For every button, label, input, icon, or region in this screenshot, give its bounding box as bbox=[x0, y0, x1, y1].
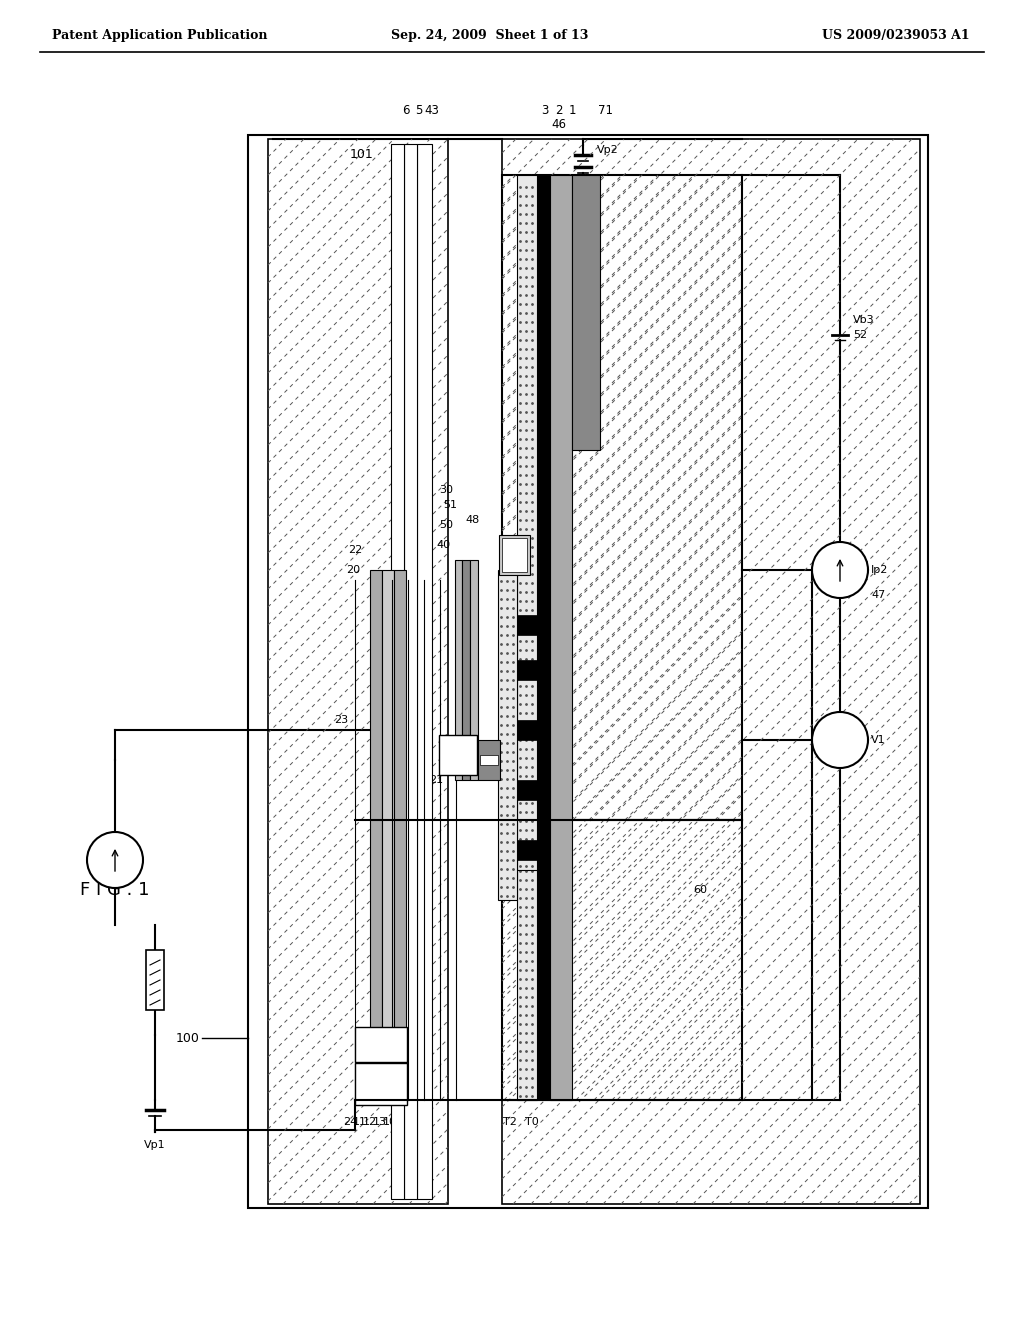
Text: 1: 1 bbox=[568, 103, 575, 116]
Text: Ip2: Ip2 bbox=[833, 565, 848, 576]
Bar bbox=[550, 176, 572, 1100]
Text: 71: 71 bbox=[598, 103, 613, 116]
Bar bbox=[502, 820, 742, 1100]
Bar bbox=[382, 570, 394, 1090]
Text: Patent Application Publication: Patent Application Publication bbox=[52, 29, 267, 41]
Bar bbox=[478, 741, 500, 780]
Text: 12: 12 bbox=[362, 1117, 377, 1127]
Bar bbox=[517, 840, 537, 861]
Text: V1: V1 bbox=[871, 735, 886, 744]
Bar bbox=[391, 144, 404, 1199]
Bar bbox=[502, 176, 742, 820]
Bar bbox=[455, 560, 462, 780]
Text: 20: 20 bbox=[346, 565, 360, 576]
Text: Sep. 24, 2009  Sheet 1 of 13: Sep. 24, 2009 Sheet 1 of 13 bbox=[391, 29, 589, 41]
Bar bbox=[417, 144, 432, 1199]
Text: 52: 52 bbox=[853, 330, 867, 341]
Text: 3: 3 bbox=[542, 103, 549, 116]
Bar bbox=[248, 135, 928, 1208]
Text: 60: 60 bbox=[693, 884, 707, 895]
Text: 46: 46 bbox=[551, 119, 566, 132]
Text: 47: 47 bbox=[871, 590, 886, 601]
Text: 42: 42 bbox=[512, 744, 526, 755]
Text: 45: 45 bbox=[444, 755, 459, 766]
Text: 21: 21 bbox=[429, 775, 443, 785]
Bar bbox=[517, 624, 537, 870]
Text: 100: 100 bbox=[176, 1031, 200, 1044]
Bar bbox=[502, 539, 527, 572]
Bar bbox=[499, 535, 530, 576]
Text: V1: V1 bbox=[833, 735, 847, 744]
Text: Vp2: Vp2 bbox=[597, 145, 618, 154]
Text: 13: 13 bbox=[373, 1117, 387, 1127]
Text: Ip2: Ip2 bbox=[871, 565, 889, 576]
Bar bbox=[517, 660, 537, 680]
Text: 40: 40 bbox=[437, 540, 451, 550]
Bar bbox=[355, 1027, 407, 1063]
Bar bbox=[470, 560, 478, 780]
Text: 23: 23 bbox=[334, 715, 348, 725]
Text: 48: 48 bbox=[466, 515, 480, 525]
Bar bbox=[404, 144, 417, 1199]
Text: 41: 41 bbox=[555, 535, 569, 545]
Text: 43: 43 bbox=[425, 103, 439, 116]
Bar bbox=[537, 176, 550, 1100]
Bar bbox=[517, 176, 537, 1100]
Text: F I G . 1: F I G . 1 bbox=[80, 880, 150, 899]
Bar bbox=[517, 719, 537, 741]
Text: 24: 24 bbox=[343, 1117, 357, 1127]
Text: 22: 22 bbox=[348, 545, 362, 554]
Bar bbox=[394, 570, 406, 1090]
Text: 30: 30 bbox=[439, 484, 453, 495]
Text: 44: 44 bbox=[481, 755, 496, 766]
Text: 2: 2 bbox=[555, 103, 563, 116]
Text: 6: 6 bbox=[402, 103, 410, 116]
Bar bbox=[498, 570, 517, 900]
Bar bbox=[572, 176, 600, 450]
Circle shape bbox=[812, 711, 868, 768]
Text: 4: 4 bbox=[403, 1117, 411, 1127]
Bar bbox=[146, 950, 164, 1010]
Bar bbox=[439, 735, 477, 775]
Bar bbox=[480, 755, 498, 766]
Bar bbox=[355, 1063, 407, 1105]
Bar bbox=[537, 350, 550, 810]
Bar bbox=[462, 560, 470, 780]
Text: Vb3: Vb3 bbox=[853, 315, 874, 325]
Circle shape bbox=[87, 832, 143, 888]
Bar bbox=[370, 570, 382, 1090]
Text: US 2009/0239053 A1: US 2009/0239053 A1 bbox=[822, 29, 970, 41]
Circle shape bbox=[812, 543, 868, 598]
Text: 101: 101 bbox=[350, 149, 374, 161]
Text: 5: 5 bbox=[416, 103, 423, 116]
Text: 51: 51 bbox=[443, 500, 457, 510]
Text: Ip1: Ip1 bbox=[108, 855, 123, 865]
Text: 11: 11 bbox=[353, 1117, 367, 1127]
Bar bbox=[517, 615, 537, 635]
Text: Vp1: Vp1 bbox=[144, 1140, 166, 1150]
Text: 50: 50 bbox=[439, 520, 453, 531]
Bar bbox=[502, 139, 920, 1204]
Text: 10: 10 bbox=[383, 1117, 397, 1127]
Bar bbox=[268, 139, 449, 1204]
Text: T0: T0 bbox=[525, 1117, 539, 1127]
Text: T2: T2 bbox=[503, 1117, 517, 1127]
Bar bbox=[517, 780, 537, 800]
